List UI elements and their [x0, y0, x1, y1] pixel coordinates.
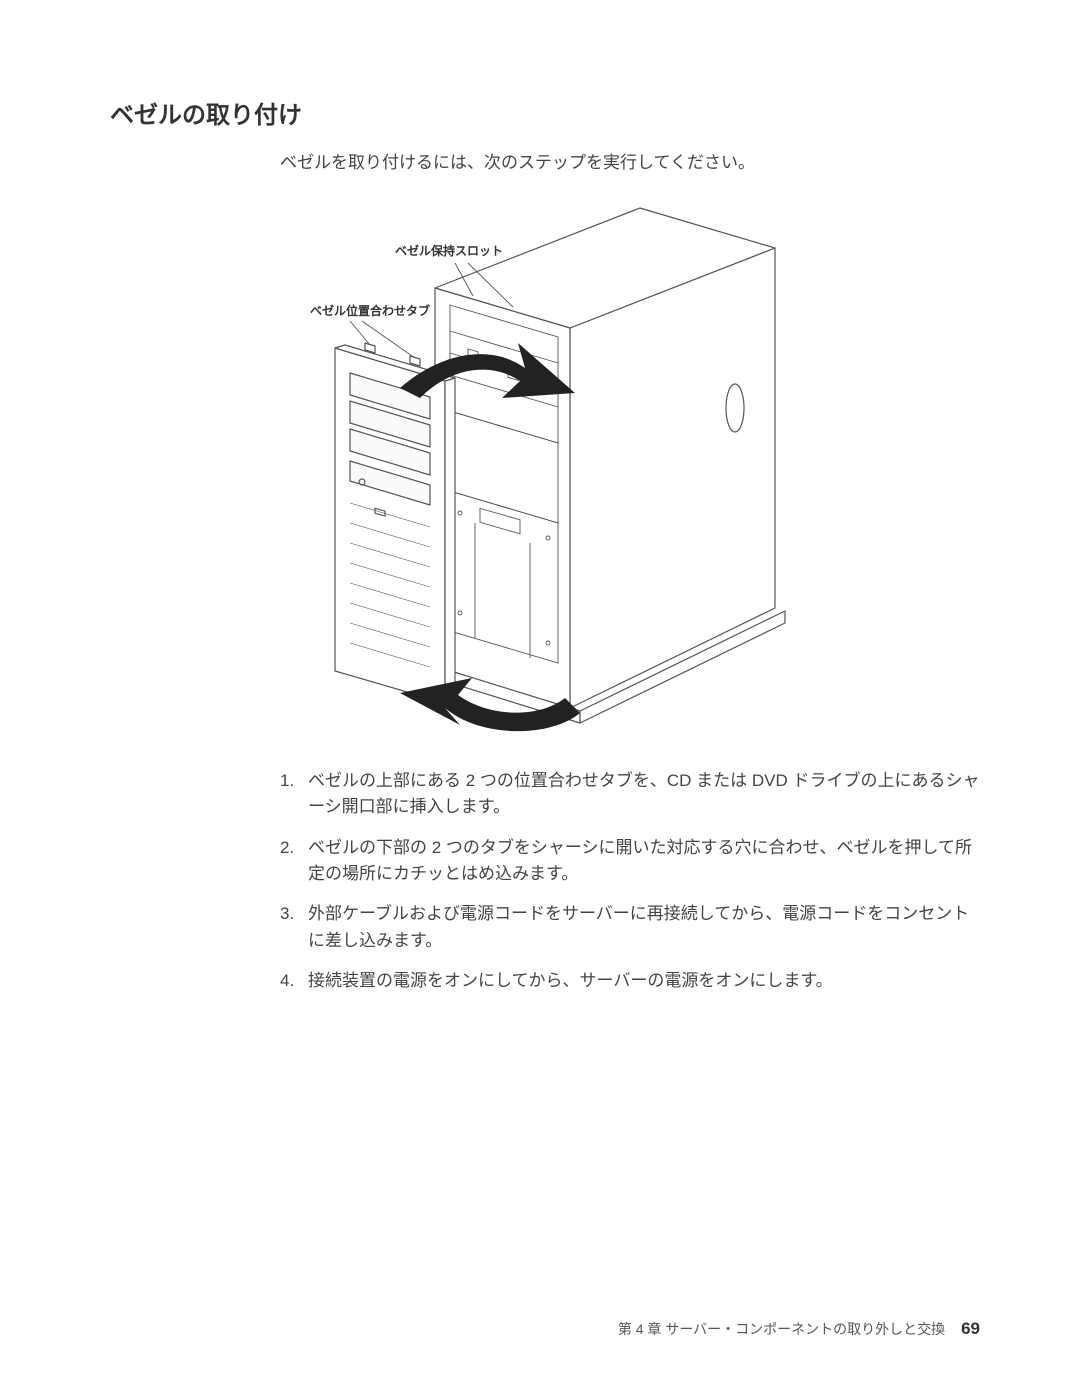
- step-text: ベゼルの上部にある 2 つの位置合わせタブを、CD または DVD ドライブの上…: [308, 768, 980, 821]
- callout-slot-label: ベゼル保持スロット: [395, 243, 503, 258]
- section-title: ベゼルの取り付け: [110, 95, 980, 130]
- bezel-figure: ベゼル保持スロット ベゼル位置合わせタブ: [280, 193, 980, 743]
- callout-tab-label: ベゼル位置合わせタブ: [310, 303, 430, 318]
- intro-text: ベゼルを取り付けるには、次のステップを実行してください。: [280, 148, 980, 173]
- step-item: 1. ベゼルの上部にある 2 つの位置合わせタブを、CD または DVD ドライ…: [280, 768, 980, 821]
- steps-list: 1. ベゼルの上部にある 2 つの位置合わせタブを、CD または DVD ドライ…: [280, 768, 980, 994]
- footer-page-number: 69: [961, 1319, 980, 1338]
- page-footer: 第 4 章 サーバー・コンポーネントの取り外しと交換 69: [618, 1319, 980, 1339]
- step-item: 2. ベゼルの下部の 2 つのタブをシャーシに開いた対応する穴に合わせ、ベゼルを…: [280, 835, 980, 888]
- step-item: 4. 接続装置の電源をオンにしてから、サーバーの電源をオンにします。: [280, 968, 980, 994]
- step-number: 3.: [280, 901, 304, 954]
- footer-chapter: 第 4 章 サーバー・コンポーネントの取り外しと交換: [618, 1321, 945, 1337]
- step-text: 接続装置の電源をオンにしてから、サーバーの電源をオンにします。: [308, 968, 980, 994]
- step-number: 1.: [280, 768, 304, 821]
- step-text: 外部ケーブルおよび電源コードをサーバーに再接続してから、電源コードをコンセントに…: [308, 901, 980, 954]
- step-number: 4.: [280, 968, 304, 994]
- step-number: 2.: [280, 835, 304, 888]
- step-text: ベゼルの下部の 2 つのタブをシャーシに開いた対応する穴に合わせ、ベゼルを押して…: [308, 835, 980, 888]
- step-item: 3. 外部ケーブルおよび電源コードをサーバーに再接続してから、電源コードをコンセ…: [280, 901, 980, 954]
